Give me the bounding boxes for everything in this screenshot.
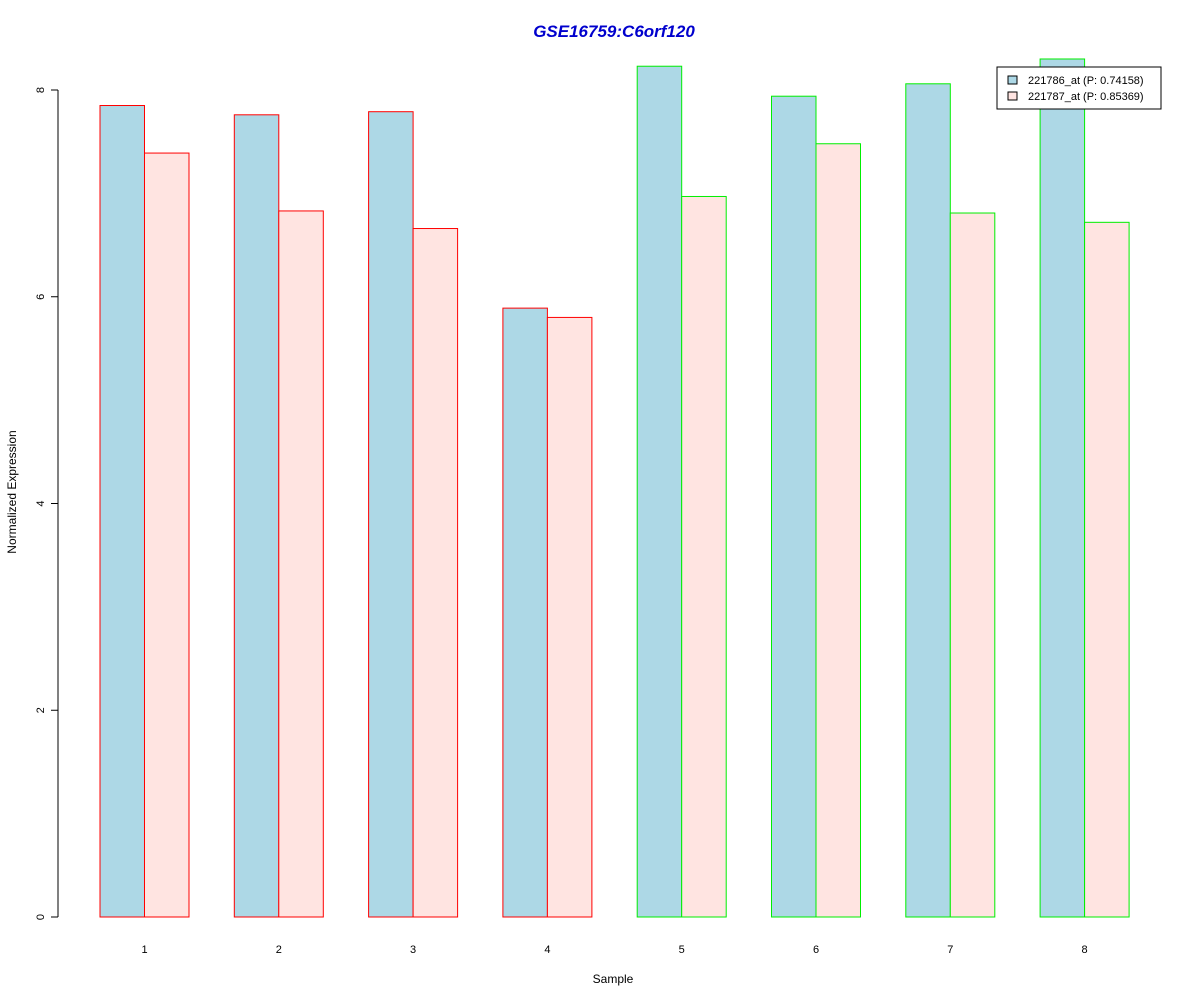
x-tick-label: 1	[141, 944, 147, 956]
x-tick-label: 6	[813, 944, 819, 956]
legend-label-2: 221787_at (P: 0.85369)	[1028, 91, 1144, 103]
bar-sample-2-series-2	[278, 210, 324, 918]
y-tick-label: 0	[35, 914, 47, 920]
bar-sample-8-series-1	[1039, 58, 1086, 918]
bar-sample-1-series-1	[99, 105, 145, 918]
bar-sample-2-series-1	[233, 114, 280, 918]
x-axis-labels: 1 2 3 4 5 6 7 8	[141, 944, 1087, 956]
y-tick-label: 4	[35, 500, 47, 506]
legend-swatch-2	[1007, 91, 1018, 101]
x-tick-label: 4	[544, 944, 550, 956]
x-tick-label: 7	[947, 944, 953, 956]
x-tick-label: 8	[1082, 944, 1088, 956]
bar-sample-4-series-1	[502, 307, 548, 918]
bar-sample-8-series-2	[1084, 221, 1130, 918]
bar-sample-7-series-1	[905, 83, 951, 918]
y-axis-title: Normalized Expression	[5, 430, 19, 553]
bar-sample-5-series-2	[681, 195, 727, 918]
x-tick-label: 2	[276, 944, 282, 956]
bar-sample-6-series-2	[815, 143, 861, 918]
x-tick-label: 3	[410, 944, 416, 956]
bar-sample-3-series-1	[368, 111, 414, 918]
legend-box	[996, 66, 1162, 110]
y-tick-label: 8	[35, 87, 47, 93]
x-axis-title: Sample	[593, 972, 634, 986]
bar-sample-7-series-2	[949, 212, 996, 918]
bar-sample-1-series-2	[144, 152, 190, 918]
y-tick-label: 2	[35, 707, 47, 713]
bar-sample-4-series-2	[546, 316, 593, 918]
legend: 221786_at (P: 0.74158) 221787_at (P: 0.85…	[996, 66, 1162, 110]
legend-swatch-1	[1007, 75, 1018, 85]
x-tick-label: 5	[679, 944, 685, 956]
legend-label-1: 221786_at (P: 0.74158)	[1028, 75, 1144, 87]
y-axis: 0 2 4 6 8	[35, 87, 59, 920]
chart-title: GSE16759:C6orf120	[533, 22, 695, 41]
bar-sample-6-series-1	[771, 95, 817, 918]
bar-sample-3-series-2	[412, 228, 459, 918]
y-tick-label: 6	[35, 294, 47, 300]
bars	[99, 58, 1130, 918]
bar-sample-5-series-1	[636, 65, 683, 918]
